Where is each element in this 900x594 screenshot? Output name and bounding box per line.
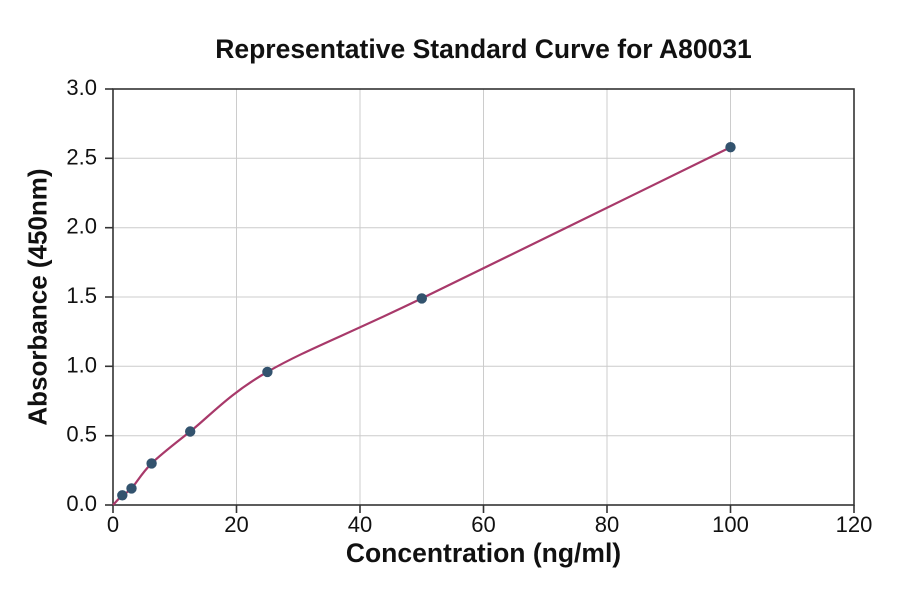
svg-text:2.0: 2.0 <box>66 214 97 239</box>
svg-text:40: 40 <box>348 512 372 537</box>
svg-text:1.0: 1.0 <box>66 352 97 377</box>
svg-text:20: 20 <box>224 512 248 537</box>
svg-text:100: 100 <box>712 512 749 537</box>
svg-text:0: 0 <box>107 512 119 537</box>
svg-text:1.5: 1.5 <box>66 283 97 308</box>
svg-text:0.5: 0.5 <box>66 422 97 447</box>
svg-text:80: 80 <box>595 512 619 537</box>
svg-text:0.0: 0.0 <box>66 491 97 516</box>
svg-text:3.0: 3.0 <box>66 75 97 100</box>
svg-text:60: 60 <box>471 512 495 537</box>
svg-text:120: 120 <box>836 512 873 537</box>
svg-text:2.5: 2.5 <box>66 144 97 169</box>
